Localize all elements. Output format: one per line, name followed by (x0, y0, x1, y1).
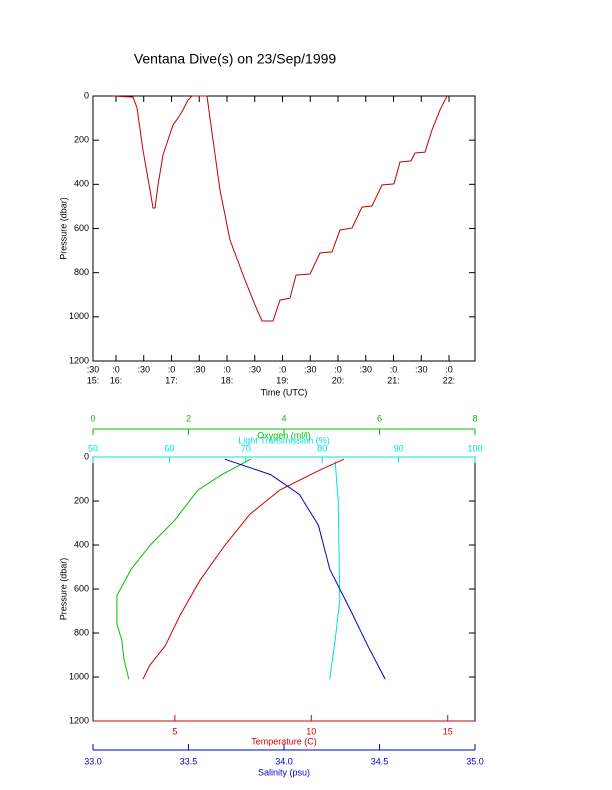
x-tick-label: 8 (472, 413, 477, 423)
x-tick-label: 15 (443, 726, 453, 736)
y-tick-label: 600 (74, 223, 89, 233)
x-tick-label: 33.0 (84, 756, 102, 766)
x-tick-label: 17: (165, 375, 178, 385)
profile-line (329, 461, 341, 680)
x-tick-label: 10 (306, 726, 316, 736)
x-tick-label: :0 (445, 364, 453, 374)
x-tick-label: 20: (332, 375, 345, 385)
x-tick-label: 33.5 (180, 756, 198, 766)
x-tick-label: :30 (360, 364, 373, 374)
x-tick-label: 90 (394, 443, 404, 453)
x-tick-label: :0 (390, 364, 398, 374)
x-tick-label: :0 (168, 364, 176, 374)
x-tick-label: 2 (186, 413, 191, 423)
y-tick-label: 600 (74, 583, 89, 593)
profile-line (142, 458, 345, 680)
y-axis-label: Pressure (dbar) (58, 558, 68, 621)
profile-line (116, 458, 251, 680)
chart-title: Ventana Dive(s) on 23/Sep/1999 (134, 51, 337, 67)
x-tick-label: :0 (112, 364, 120, 374)
x-tick-label: 4 (281, 413, 286, 423)
x-tick-label: 21: (387, 375, 400, 385)
y-tick-label: 200 (74, 135, 89, 145)
x-tick-label: 19: (276, 375, 289, 385)
x-tick-label: 70 (241, 443, 251, 453)
x-tick-label: 100 (467, 443, 482, 453)
y-axis-label: Pressure (dbar) (58, 197, 68, 260)
x-tick-label: 34.5 (371, 756, 389, 766)
x-tick-label: 60 (164, 443, 174, 453)
x-tick-label: :30 (193, 364, 206, 374)
y-tick-label: 400 (74, 539, 89, 549)
y-tick-label: 800 (74, 267, 89, 277)
x-tick-label: :0 (223, 364, 231, 374)
x-tick-label: 80 (317, 443, 327, 453)
x-axis-label: Time (UTC) (261, 387, 308, 397)
x-tick-label: 16: (110, 375, 123, 385)
profile-line (224, 458, 386, 680)
x-axis-label: Light Transmission (%) (238, 435, 330, 445)
x-tick-label: 0 (90, 413, 95, 423)
x-tick-label: :30 (304, 364, 317, 374)
x-axis-label: Oxygen (ml/l) (257, 430, 311, 440)
x-tick-label: 22: (443, 375, 456, 385)
y-tick-label: 400 (74, 179, 89, 189)
x-tick-label: :30 (415, 364, 428, 374)
y-tick-label: 800 (74, 627, 89, 637)
x-axis-label: Salinity (psu) (258, 767, 310, 777)
y-tick-label: 0 (84, 90, 89, 100)
x-tick-label: 18: (221, 375, 234, 385)
x-tick-label: :0 (279, 364, 287, 374)
y-tick-label: 1000 (69, 311, 89, 321)
x-tick-label: 6 (377, 413, 382, 423)
y-tick-label: 1000 (69, 671, 89, 681)
x-tick-label: 50 (88, 443, 98, 453)
y-tick-label: 1200 (69, 355, 89, 365)
plot-frame (92, 456, 476, 722)
x-tick-label: 5 (172, 726, 177, 736)
x-tick-label: 35.0 (466, 756, 484, 766)
x-axis-label: Temperature (C) (251, 736, 317, 746)
dive-track (112, 95, 448, 322)
y-tick-label: 1200 (69, 715, 89, 725)
x-tick-label: :30 (87, 364, 100, 374)
x-tick-label: 34.0 (275, 756, 293, 766)
x-tick-label: :30 (137, 364, 150, 374)
y-tick-label: 200 (74, 495, 89, 505)
x-tick-label: 15: (87, 375, 100, 385)
x-tick-label: :0 (334, 364, 342, 374)
y-tick-label: 0 (84, 451, 89, 461)
x-tick-label: :30 (248, 364, 261, 374)
plot-frame (92, 95, 476, 362)
